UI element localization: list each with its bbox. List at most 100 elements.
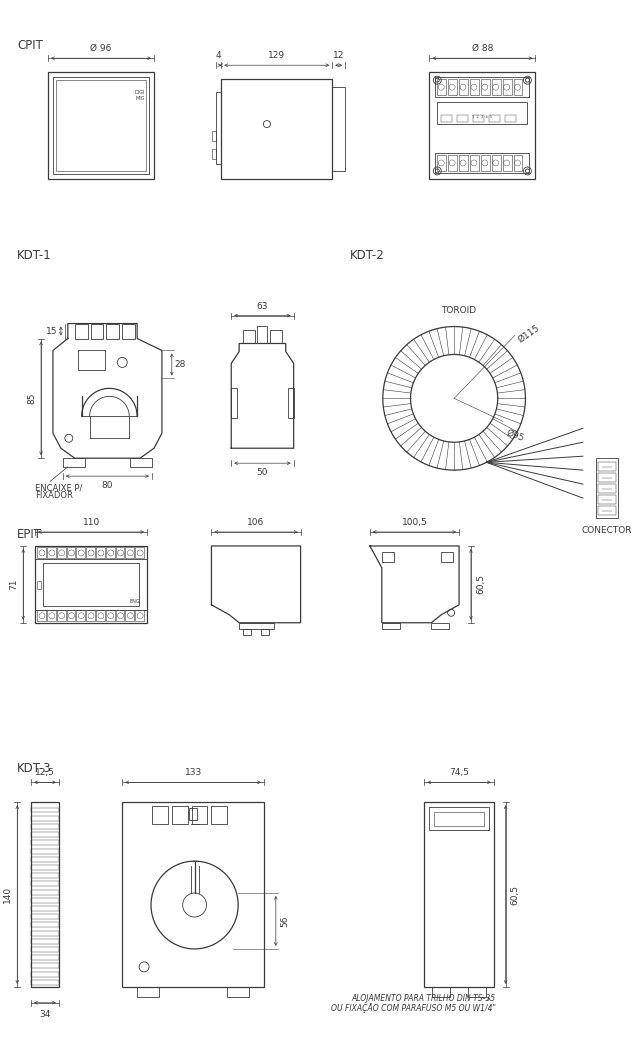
Bar bbox=[37, 609, 46, 621]
Bar bbox=[31, 881, 59, 887]
Bar bbox=[502, 79, 511, 95]
Bar bbox=[116, 547, 124, 558]
Bar bbox=[67, 609, 76, 621]
Bar bbox=[435, 77, 529, 97]
Text: 85: 85 bbox=[27, 393, 36, 404]
Bar bbox=[96, 609, 105, 621]
Bar bbox=[31, 980, 59, 985]
Bar bbox=[598, 485, 616, 493]
Bar bbox=[243, 329, 255, 344]
Bar bbox=[31, 833, 59, 837]
Bar bbox=[152, 806, 168, 824]
Bar bbox=[31, 947, 59, 952]
Text: Ø95: Ø95 bbox=[505, 428, 525, 443]
Bar bbox=[31, 955, 59, 961]
Bar bbox=[448, 154, 457, 171]
Bar bbox=[492, 79, 500, 95]
Bar bbox=[437, 154, 446, 171]
Bar bbox=[86, 547, 95, 558]
Bar bbox=[221, 79, 332, 179]
Text: CONECTOR: CONECTOR bbox=[581, 526, 632, 535]
Bar bbox=[211, 806, 227, 824]
Text: 4: 4 bbox=[216, 51, 221, 60]
Bar bbox=[130, 458, 152, 468]
Bar bbox=[424, 802, 493, 987]
Bar bbox=[191, 806, 207, 824]
Bar bbox=[53, 77, 149, 174]
Bar bbox=[31, 873, 59, 878]
Text: 15: 15 bbox=[46, 327, 58, 336]
Bar bbox=[31, 938, 59, 944]
Text: 34: 34 bbox=[39, 1009, 51, 1019]
Text: Ø 96: Ø 96 bbox=[90, 44, 111, 53]
Text: ALOJAMENTO PARA TRILHO DIN TS-35: ALOJAMENTO PARA TRILHO DIN TS-35 bbox=[351, 993, 496, 1003]
Bar bbox=[513, 154, 522, 171]
Bar bbox=[598, 473, 616, 482]
Text: 140: 140 bbox=[3, 886, 12, 904]
Text: 60,5: 60,5 bbox=[476, 574, 485, 595]
Bar bbox=[116, 609, 124, 621]
Text: 28: 28 bbox=[175, 360, 186, 369]
Bar bbox=[261, 628, 269, 635]
Bar bbox=[67, 547, 76, 558]
Bar bbox=[470, 79, 479, 95]
Text: ENCAIXE P/: ENCAIXE P/ bbox=[35, 484, 83, 492]
Text: TOROID: TOROID bbox=[442, 306, 477, 314]
Text: 63: 63 bbox=[257, 302, 268, 311]
Bar bbox=[35, 609, 147, 623]
Bar bbox=[435, 813, 484, 826]
Bar bbox=[473, 115, 484, 122]
Text: 12,5: 12,5 bbox=[35, 768, 55, 778]
Bar bbox=[505, 115, 516, 122]
Bar bbox=[598, 462, 616, 471]
Bar bbox=[435, 153, 529, 172]
Text: Ø 88: Ø 88 bbox=[472, 44, 493, 53]
Bar bbox=[172, 806, 188, 824]
Bar bbox=[598, 495, 616, 504]
Text: 71: 71 bbox=[9, 579, 19, 590]
Bar bbox=[431, 623, 449, 628]
Bar bbox=[492, 154, 500, 171]
Bar bbox=[470, 154, 479, 171]
Text: 74,5: 74,5 bbox=[449, 768, 469, 778]
Bar bbox=[31, 865, 59, 870]
Bar bbox=[31, 931, 59, 935]
Bar bbox=[189, 808, 196, 820]
Bar bbox=[56, 80, 146, 171]
Bar bbox=[37, 547, 46, 558]
Bar bbox=[231, 388, 237, 418]
Text: KDT-3: KDT-3 bbox=[17, 763, 52, 776]
Bar bbox=[448, 79, 457, 95]
Text: DIGI
MIG: DIGI MIG bbox=[135, 90, 145, 101]
Bar bbox=[441, 552, 453, 562]
Bar bbox=[31, 849, 59, 854]
Bar bbox=[468, 987, 486, 997]
Bar bbox=[57, 609, 65, 621]
Bar bbox=[481, 79, 490, 95]
Bar bbox=[135, 547, 144, 558]
Bar bbox=[31, 914, 59, 919]
Bar bbox=[429, 807, 489, 831]
Bar bbox=[122, 324, 135, 339]
Bar bbox=[86, 609, 95, 621]
Bar bbox=[257, 326, 267, 344]
Bar bbox=[243, 628, 251, 635]
Bar bbox=[35, 546, 147, 559]
Bar bbox=[457, 115, 468, 122]
Text: KDT-2: KDT-2 bbox=[350, 249, 385, 261]
Bar bbox=[63, 458, 84, 468]
Bar bbox=[270, 329, 282, 344]
Text: ENG: ENG bbox=[130, 599, 140, 604]
Bar bbox=[31, 898, 59, 902]
Bar bbox=[48, 72, 154, 179]
Bar bbox=[76, 547, 85, 558]
Text: 12: 12 bbox=[333, 51, 344, 60]
Bar bbox=[429, 72, 535, 179]
Bar bbox=[596, 458, 618, 518]
Text: 106: 106 bbox=[248, 518, 264, 527]
Bar bbox=[513, 79, 522, 95]
Bar bbox=[502, 154, 511, 171]
Text: 56: 56 bbox=[280, 915, 289, 927]
Bar bbox=[382, 552, 394, 562]
Bar bbox=[31, 816, 59, 821]
